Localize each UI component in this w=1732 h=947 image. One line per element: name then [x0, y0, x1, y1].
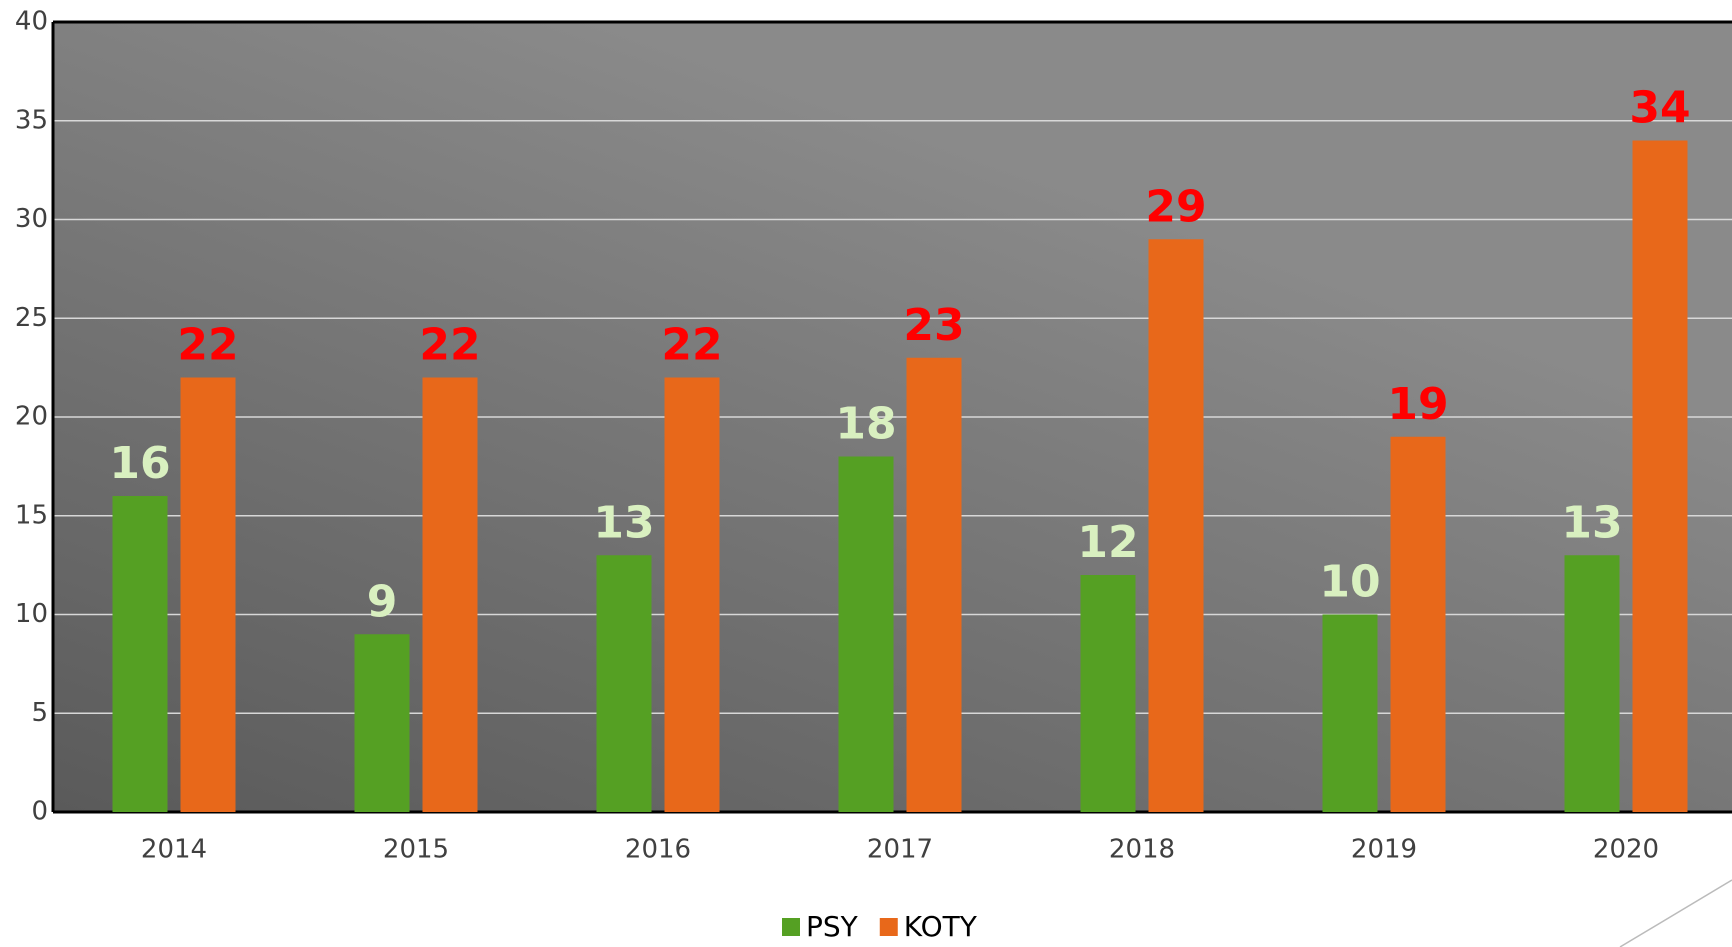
legend-swatch — [782, 918, 800, 936]
bar — [354, 634, 410, 812]
value-label: 22 — [661, 320, 722, 371]
bar — [1632, 140, 1688, 812]
x-tick-label: 2019 — [1351, 835, 1417, 865]
y-tick-label: 20 — [15, 402, 48, 432]
bar — [180, 377, 236, 812]
bar — [596, 555, 652, 812]
y-tick-label: 35 — [15, 105, 48, 135]
x-tick-label: 2015 — [383, 835, 449, 865]
bar — [838, 456, 894, 812]
x-tick-label: 2017 — [867, 835, 933, 865]
value-label: 18 — [835, 399, 896, 450]
value-label: 12 — [1077, 517, 1138, 568]
value-label: 9 — [367, 576, 398, 627]
bar — [1322, 614, 1378, 812]
bar — [1080, 575, 1136, 812]
legend-label: PSY — [806, 910, 859, 943]
x-tick-label: 2016 — [625, 835, 691, 865]
y-tick-label: 5 — [31, 698, 48, 728]
value-label: 22 — [177, 320, 238, 371]
bar — [906, 357, 962, 812]
bar — [1564, 555, 1620, 812]
y-tick-label: 10 — [15, 599, 48, 629]
bar — [1148, 239, 1204, 812]
x-tick-label: 2020 — [1593, 835, 1659, 865]
value-label: 10 — [1319, 557, 1380, 608]
value-label: 19 — [1387, 379, 1448, 430]
value-label: 22 — [419, 320, 480, 371]
bar — [112, 496, 168, 812]
y-tick-label: 25 — [15, 303, 48, 333]
y-tick-label: 40 — [15, 7, 48, 37]
y-tick-label: 0 — [31, 797, 48, 827]
value-label: 23 — [903, 300, 964, 351]
bar — [1390, 436, 1446, 812]
value-label: 29 — [1145, 181, 1206, 232]
bar — [664, 377, 720, 812]
value-label: 16 — [109, 438, 170, 489]
value-label: 34 — [1629, 83, 1690, 134]
x-tick-label: 2014 — [141, 835, 207, 865]
value-label: 13 — [593, 497, 654, 548]
decoration — [1619, 879, 1732, 947]
value-label: 13 — [1561, 497, 1622, 548]
bar — [422, 377, 478, 812]
legend-label: KOTY — [904, 910, 978, 943]
x-tick-label: 2018 — [1109, 835, 1175, 865]
legend-swatch — [879, 918, 898, 936]
y-tick-label: 30 — [15, 204, 48, 234]
y-tick-label: 15 — [15, 500, 48, 530]
